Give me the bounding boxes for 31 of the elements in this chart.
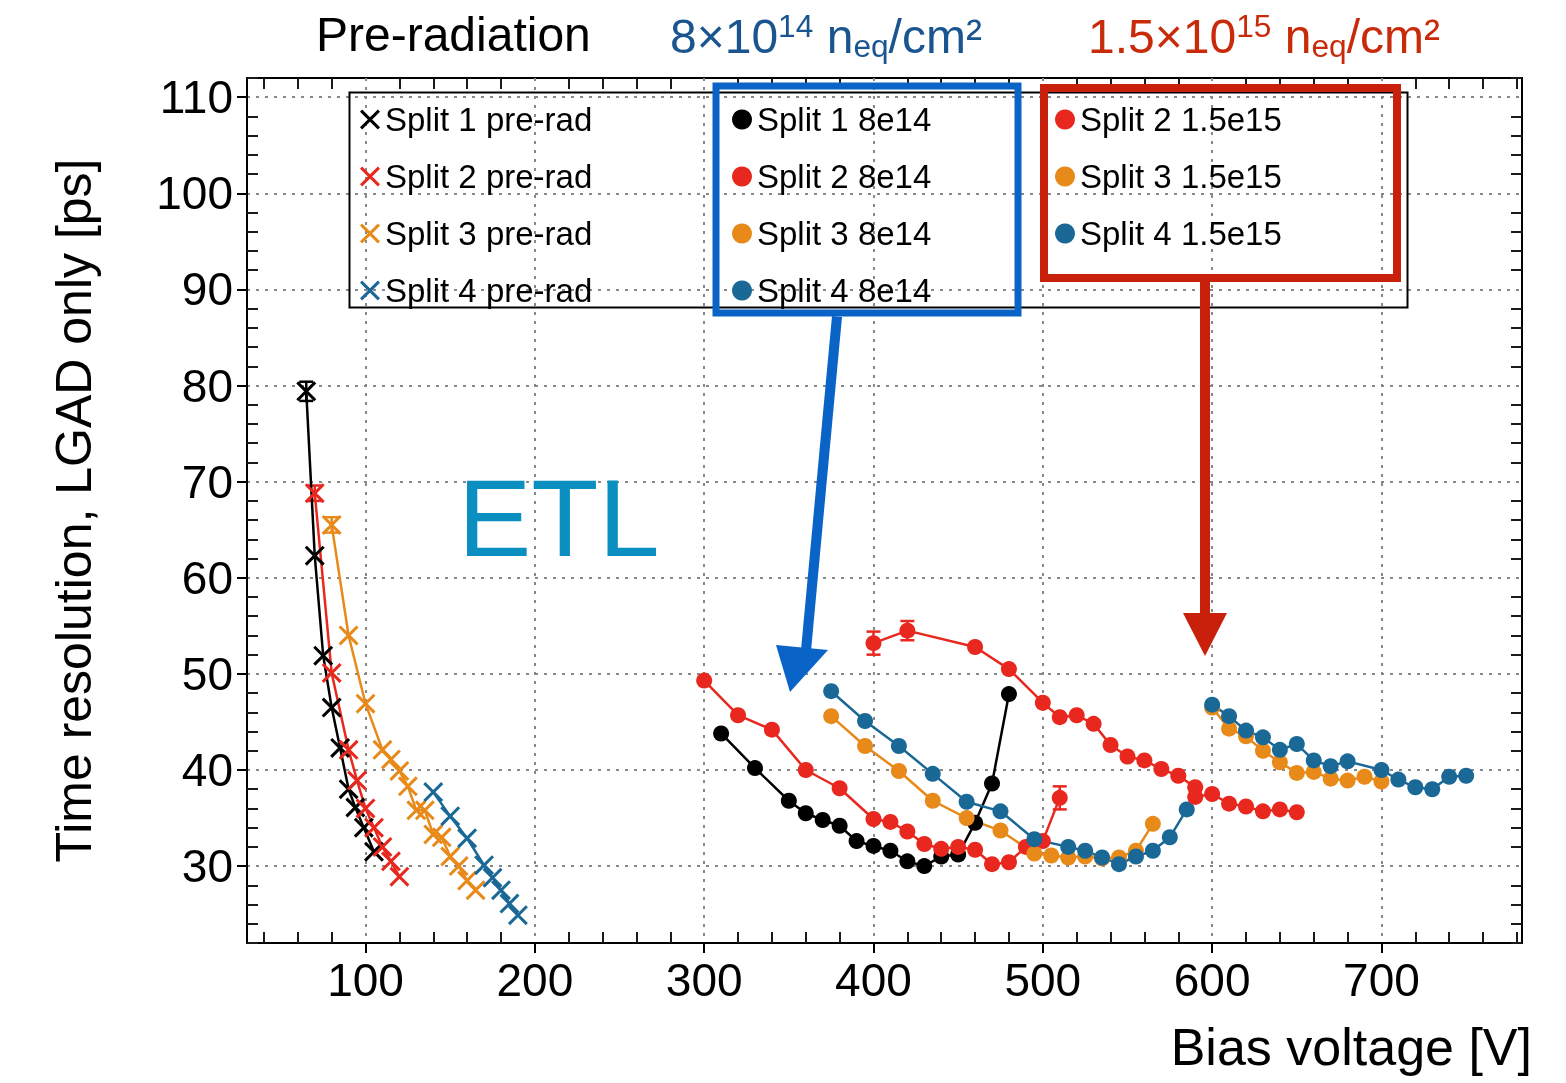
legend-label: Split 1 pre-rad (385, 101, 593, 138)
x-tick-label: 600 (1173, 954, 1251, 1006)
legend-label: Split 2 pre-rad (385, 158, 593, 195)
x-tick-label: 700 (1343, 954, 1420, 1006)
legend-label: Split 4 1.5e15 (1080, 215, 1282, 252)
x-tick-label: 100 (327, 954, 404, 1006)
legend-label: Split 2 1.5e15 (1080, 101, 1282, 138)
y-tick-label: 80 (181, 359, 233, 412)
legend-label: Split 2 8e14 (757, 158, 932, 195)
y-tick-label: 110 (159, 71, 233, 124)
y-tick-label: 60 (181, 551, 233, 604)
x-tick-label: 500 (1004, 954, 1082, 1006)
x-axis-title: Bias voltage [V] (1170, 1018, 1532, 1076)
text: Pre-radiation (316, 7, 591, 61)
legend-label: Split 4 8e14 (757, 272, 932, 309)
y-tick-label: 70 (181, 455, 233, 508)
legend-label: Split 3 1.5e15 (1080, 158, 1282, 195)
x-tick-label: 300 (665, 954, 743, 1006)
x-tick-label: 200 (496, 954, 574, 1006)
annotation: ETL (458, 455, 660, 579)
y-tick-label: 50 (181, 647, 233, 700)
y-tick-label: 90 (181, 263, 233, 316)
x-tick-label: 400 (835, 954, 912, 1006)
legend-label: Split 1 8e14 (757, 101, 932, 138)
y-tick-label: 40 (181, 744, 233, 796)
legend-label: Split 4 pre-rad (385, 272, 593, 309)
y-tick-label: 30 (181, 840, 233, 893)
y-tick-label: 100 (156, 167, 233, 220)
legend-label: Split 3 8e14 (757, 215, 932, 252)
legend-label: Split 3 pre-rad (385, 215, 593, 252)
y-axis-title: Time resolution, LGAD only [ps] (46, 158, 102, 863)
